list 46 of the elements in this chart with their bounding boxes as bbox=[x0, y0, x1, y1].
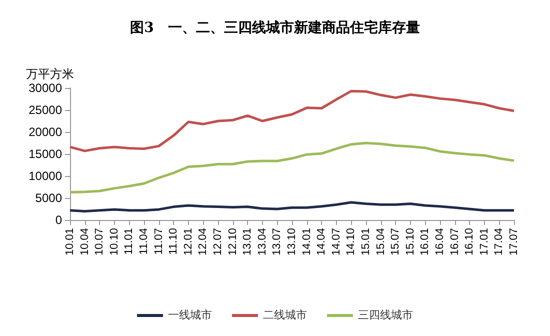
x-tick-label: 11.04 bbox=[138, 228, 150, 255]
legend-label: 二线城市 bbox=[263, 308, 307, 322]
x-tick-label: 14.10 bbox=[345, 228, 358, 256]
y-tick-label: 10000 bbox=[28, 169, 62, 183]
x-tick-label: 12.10 bbox=[226, 228, 239, 256]
y-tick-label: 20000 bbox=[28, 125, 62, 139]
y-tick-label: 0 bbox=[55, 213, 62, 227]
x-tick-label: 10.04 bbox=[78, 228, 91, 256]
x-tick-label: 16.10 bbox=[464, 228, 476, 256]
x-tick-label: 12.04 bbox=[197, 228, 210, 256]
x-tick-label: 11.07 bbox=[152, 228, 165, 255]
y-tick-label: 5000 bbox=[35, 191, 62, 205]
y-tick-label: 15000 bbox=[28, 147, 62, 161]
x-tick-label: 13.04 bbox=[256, 228, 268, 256]
x-tick-label: 17.01 bbox=[478, 228, 490, 256]
x-tick-label: 11.10 bbox=[168, 228, 180, 255]
x-tick-label: 16.04 bbox=[434, 228, 446, 256]
x-tick-label: 17.07 bbox=[508, 228, 520, 256]
x-tick-label: 10.10 bbox=[108, 228, 120, 256]
line-series bbox=[68, 142, 516, 194]
x-tick-label: 13.07 bbox=[271, 228, 284, 256]
x-tick-label: 15.07 bbox=[390, 228, 402, 256]
x-tick-label: 12.01 bbox=[182, 228, 194, 256]
x-tick-label: 16.01 bbox=[419, 228, 432, 256]
x-tick-label: 13.10 bbox=[286, 228, 298, 256]
legend-label: 一线城市 bbox=[168, 308, 212, 322]
x-tick-label: 10.07 bbox=[94, 228, 106, 256]
x-tick-label: 16.07 bbox=[448, 228, 461, 256]
x-tick-label: 15.04 bbox=[374, 228, 387, 256]
y-tick-label: 30000 bbox=[28, 81, 62, 95]
x-tick-label: 17.04 bbox=[493, 228, 506, 256]
x-tick-label: 12.07 bbox=[212, 228, 224, 256]
y-axis-title: 万平方米 bbox=[26, 67, 74, 81]
chart-title: 图3 一、二、三四线城市新建商品住宅库存量 bbox=[130, 19, 420, 36]
x-tick-label: 14.04 bbox=[316, 228, 328, 256]
line-series bbox=[68, 201, 516, 212]
x-tick-label: 15.01 bbox=[360, 228, 372, 256]
legend-label: 三四线城市 bbox=[358, 308, 413, 322]
x-tick-label: 14.01 bbox=[300, 228, 313, 256]
x-tick-label: 10.01 bbox=[64, 228, 76, 256]
x-tick-label: 14.07 bbox=[330, 228, 342, 256]
x-tick-label: 15.10 bbox=[404, 228, 416, 256]
x-tick-label: 13.01 bbox=[242, 228, 254, 256]
x-tick-label: 11.01 bbox=[123, 228, 136, 255]
y-tick-label: 25000 bbox=[28, 103, 62, 117]
line-series bbox=[68, 90, 516, 152]
